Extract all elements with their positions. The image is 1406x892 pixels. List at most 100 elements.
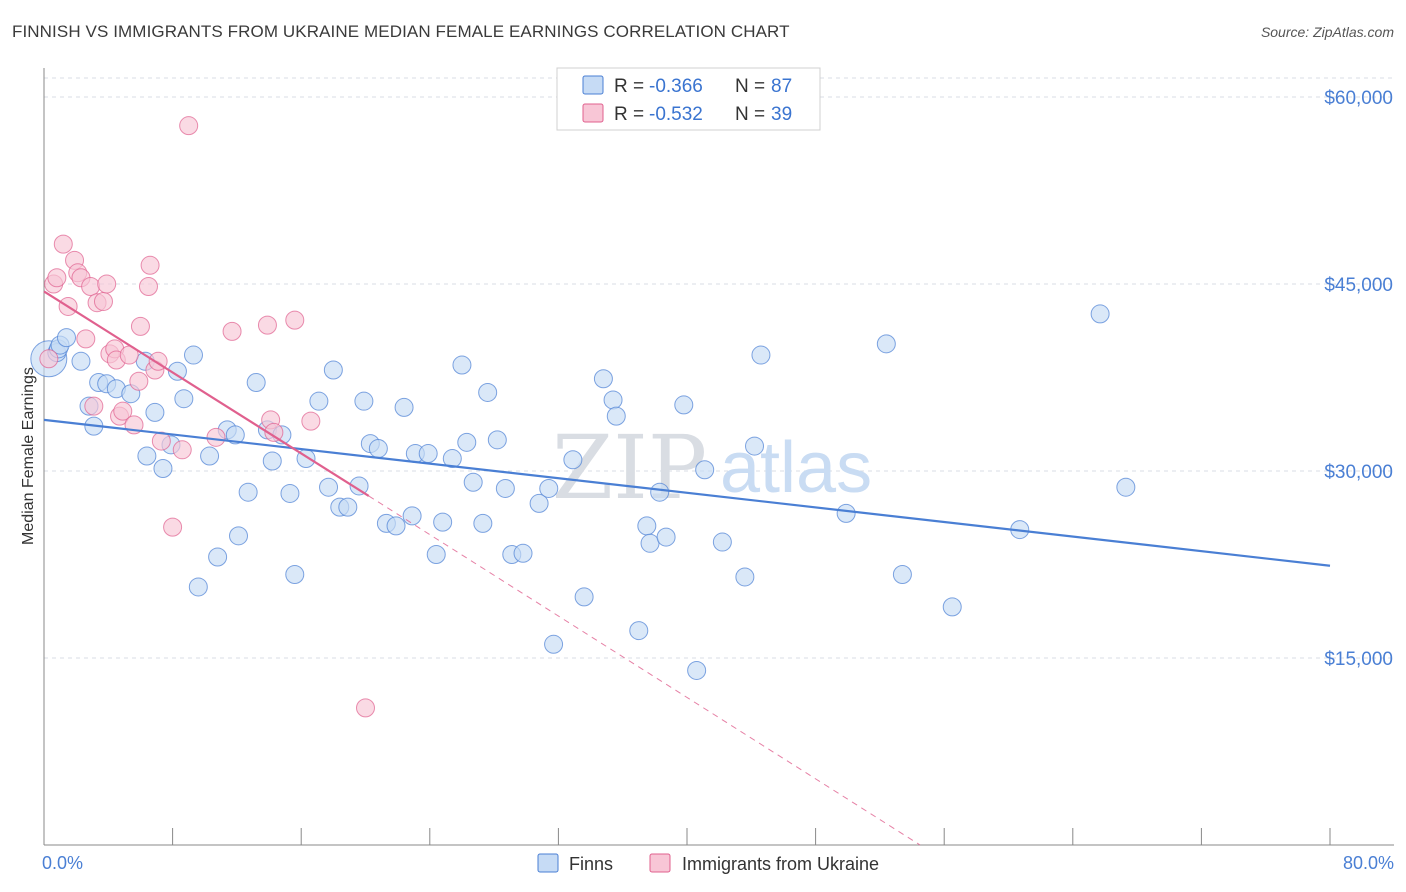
finns-point — [563, 450, 583, 470]
finns-point — [892, 564, 912, 584]
finns-point — [529, 493, 549, 513]
finns-point — [280, 483, 300, 503]
finns-point — [629, 621, 649, 641]
finns-point — [418, 444, 438, 464]
finns-point — [433, 512, 453, 532]
finns-point — [495, 478, 515, 498]
finns-point — [593, 369, 613, 389]
finns-point — [463, 472, 483, 492]
ukraine-trend-line — [43, 290, 370, 497]
legend-n-label-ukraine: N = — [735, 104, 765, 125]
legend-swatch-ukraine-bottom — [649, 853, 671, 873]
legend-n-label-finns: N = — [735, 76, 765, 97]
chart-title: FINNISH VS IMMIGRANTS FROM UKRAINE MEDIA… — [12, 22, 790, 41]
finns-points — [30, 304, 1136, 680]
finns-point — [603, 390, 623, 410]
finns-point — [544, 634, 564, 654]
finns-point — [183, 345, 203, 365]
finns-point — [394, 397, 414, 417]
ukraine-point — [47, 268, 67, 288]
y-tick-label: $45,000 — [1324, 275, 1393, 296]
legend-r-value-ukraine: -0.532 — [649, 104, 703, 125]
ukraine-point — [129, 371, 149, 391]
y-axis-title: Median Female Earnings — [20, 367, 37, 545]
finns-point — [167, 361, 187, 381]
y-tick-label: $15,000 — [1324, 649, 1393, 670]
legend-label-finns: Finns — [569, 854, 613, 874]
ukraine-point — [39, 349, 59, 369]
source-label: Source: ZipAtlas.com — [1260, 24, 1394, 40]
finns-point — [637, 516, 657, 536]
ukraine-point — [356, 698, 375, 718]
ukraine-trend-extension — [368, 495, 921, 846]
ukraine-point — [113, 401, 133, 421]
finns-point — [225, 425, 245, 445]
ukraine-point — [285, 310, 305, 330]
legend-swatch-finns — [582, 75, 604, 95]
finns-point — [695, 460, 715, 480]
finns-point — [473, 513, 493, 533]
finns-point — [674, 395, 694, 415]
finns-point — [229, 526, 249, 546]
finns-point — [137, 446, 157, 466]
finns-point — [200, 446, 220, 466]
finns-point — [539, 478, 559, 498]
finns-point — [836, 503, 856, 523]
correlation-legend: R = -0.366 N = 87 R = -0.532 N = 39 — [556, 67, 821, 131]
finns-point — [145, 402, 165, 422]
finns-point — [751, 345, 771, 365]
finns-point — [349, 476, 369, 496]
ukraine-point — [222, 321, 242, 341]
finns-point — [309, 391, 329, 411]
legend-r-label-ukraine: R = — [614, 104, 644, 125]
ukraine-point — [138, 276, 158, 296]
finns-point — [246, 372, 266, 392]
ukraine-point — [140, 255, 160, 275]
finns-trend-line — [43, 418, 1331, 567]
legend-swatch-ukraine — [582, 103, 604, 123]
finns-point — [368, 439, 388, 459]
legend-label-ukraine: Immigrants from Ukraine — [682, 854, 879, 874]
finns-point — [1090, 304, 1110, 324]
y-tick-label: $30,000 — [1324, 462, 1393, 483]
ukraine-point — [81, 276, 101, 296]
finns-point — [513, 543, 533, 563]
finns-point — [57, 328, 77, 348]
x-tick-label-min: 0.0% — [42, 853, 83, 873]
finns-point — [442, 449, 462, 469]
finns-point — [942, 597, 962, 617]
ukraine-point — [151, 431, 171, 451]
trend-lines — [43, 290, 1331, 846]
ukraine-point — [179, 116, 199, 136]
finns-point — [319, 477, 339, 497]
ukraine-point — [264, 422, 284, 442]
watermark-atlas: atlas — [720, 428, 872, 508]
y-tick-labels: $15,000 $30,000 $45,000 $60,000 — [1324, 88, 1393, 670]
finns-point — [640, 533, 660, 553]
finns-point — [188, 577, 208, 597]
ukraine-point — [53, 234, 73, 254]
finns-point — [574, 587, 594, 607]
finns-point — [238, 482, 258, 502]
finns-point — [323, 360, 343, 380]
finns-point — [354, 391, 374, 411]
legend-r-label-finns: R = — [614, 76, 644, 97]
series-legend: Finns Immigrants from Ukraine — [537, 853, 879, 874]
x-tick-label-max: 80.0% — [1343, 853, 1394, 873]
finns-point — [338, 497, 358, 517]
finns-point — [452, 355, 472, 375]
finns-point — [745, 436, 765, 456]
ukraine-point — [76, 329, 96, 349]
finns-point — [208, 547, 228, 567]
finns-point — [876, 334, 896, 354]
finns-point — [457, 432, 477, 452]
finns-point — [1116, 477, 1136, 497]
ukraine-point — [97, 274, 117, 294]
ukraine-point — [172, 440, 192, 460]
finns-point — [735, 567, 755, 587]
finns-point — [656, 527, 676, 547]
ukraine-point — [257, 315, 277, 335]
x-ticks — [172, 828, 1331, 845]
legend-r-value-finns: -0.366 — [649, 76, 703, 97]
